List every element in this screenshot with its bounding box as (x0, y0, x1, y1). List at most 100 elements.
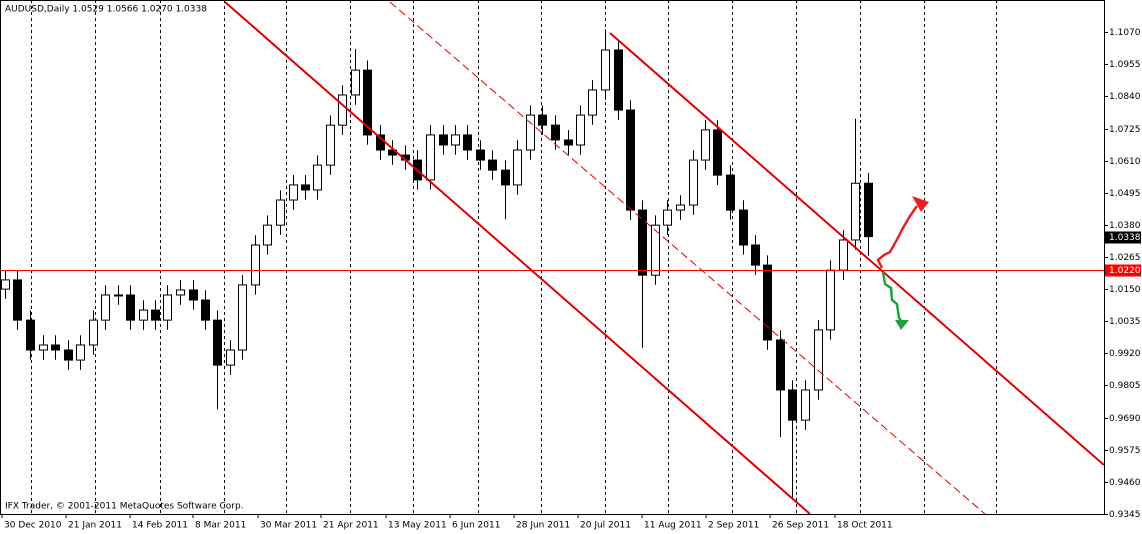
candle-body (163, 294, 172, 321)
candle-body (851, 182, 860, 241)
candle-body (689, 159, 698, 206)
x-tick-label: 11 Aug 2011 (644, 521, 702, 531)
candle-body (513, 149, 522, 186)
channel-midline (389, 1, 986, 515)
x-tick-label: 21 Jan 2011 (68, 521, 122, 531)
candle-body (276, 199, 285, 226)
candle-body (51, 344, 60, 351)
x-tick-label: 30 Mar 2011 (260, 521, 317, 531)
y-tick-label: 1.0955 (1109, 60, 1141, 70)
y-tick-label: 1.0150 (1109, 285, 1141, 295)
candle-body (501, 169, 510, 186)
candle-body (313, 164, 322, 191)
candle-body (139, 309, 148, 321)
candle-body (651, 224, 660, 276)
candle-body (713, 129, 722, 176)
down-arrow (881, 271, 903, 323)
trend-lines (224, 1, 1105, 515)
x-tick-label: 2 Sep 2011 (708, 521, 759, 531)
x-tick-label: 6 Jun 2011 (452, 521, 500, 531)
candle-body (663, 209, 672, 226)
candle-body (526, 114, 535, 151)
y-tick-label: 1.1070 (1109, 28, 1141, 38)
y-tick-label: 0.9345 (1109, 510, 1141, 520)
candle-body (363, 69, 372, 136)
candle-body (451, 134, 460, 146)
candle-body (763, 264, 772, 341)
candle-body (488, 159, 497, 171)
y-tick-label: 1.0725 (1109, 125, 1141, 135)
candle-body (213, 319, 222, 366)
y-tick-label: 0.9460 (1109, 478, 1141, 488)
candle-body (614, 49, 623, 111)
down-arrowhead (895, 320, 909, 330)
x-tick-label: 26 Sep 2011 (772, 521, 829, 531)
x-tick-label: 21 Apr 2011 (323, 521, 379, 531)
candle-body (326, 124, 335, 166)
candle-body (426, 134, 435, 181)
y-tick-label: 1.0265 (1109, 253, 1141, 263)
candle-body (126, 294, 135, 321)
candle-body (564, 139, 573, 146)
channel-line (224, 1, 811, 515)
x-tick-label: 8 Mar 2011 (195, 521, 246, 531)
y-tick-label: 0.9805 (1109, 381, 1141, 391)
candle-body (1, 279, 10, 290)
candles (1, 29, 873, 499)
x-tick-label: 18 Oct 2011 (837, 521, 893, 531)
x-tick-label: 28 Jun 2011 (516, 521, 570, 531)
candle-body (638, 209, 647, 276)
candle-body (788, 389, 797, 421)
candle-body (839, 239, 848, 271)
chart-title: AUDUSD,Daily 1.0529 1.0566 1.0270 1.0338 (5, 5, 207, 15)
candle-body (338, 94, 347, 126)
candle-body (64, 349, 73, 361)
price-label: 1.0338 (1109, 233, 1141, 243)
candle-body (226, 349, 235, 366)
candle-body (439, 134, 448, 146)
y-tick-label: 1.0840 (1109, 92, 1141, 102)
candle-body (39, 344, 48, 351)
candle-body (676, 204, 685, 211)
candle-body (151, 309, 160, 321)
candle-body (538, 114, 547, 126)
forecast-arrows (876, 196, 929, 330)
candle-body (739, 209, 748, 246)
candle-body (189, 289, 198, 301)
x-tick-label: 14 Feb 2011 (132, 521, 188, 531)
y-tick-label: 0.9575 (1109, 446, 1141, 456)
candle-body (289, 184, 298, 201)
candle-body (351, 69, 360, 96)
candle-body (814, 329, 823, 391)
overlay: 1.0220 1.0338 (0, 231, 1141, 277)
candle-body (726, 174, 735, 211)
candle-body (701, 129, 710, 161)
candle-body (176, 289, 185, 296)
y-tick-label: 1.0610 (1109, 157, 1141, 167)
copyright: IFX Trader, © 2001-2011 MetaQuotes Softw… (5, 502, 244, 512)
level-label-box (1105, 264, 1141, 277)
y-tick-label: 1.0380 (1109, 221, 1141, 231)
candle-body (251, 244, 260, 286)
candle-body (89, 319, 98, 346)
y-tick-label: 1.0495 (1109, 189, 1141, 199)
candle-body (26, 319, 35, 351)
candle-body (826, 269, 835, 331)
candle-body (301, 184, 310, 191)
y-tick-label: 0.9690 (1109, 414, 1141, 424)
candle-body (751, 244, 760, 266)
candle-body (551, 124, 560, 141)
x-tick-label: 13 May 2011 (388, 521, 447, 531)
candle-body (114, 294, 123, 297)
level-label: 1.0220 (1109, 266, 1141, 276)
price-label-box (1105, 231, 1141, 244)
candle-body (601, 49, 610, 91)
candle-body (776, 339, 785, 391)
x-tick-label: 30 Dec 2010 (4, 521, 62, 531)
y-tick-label: 1.0035 (1109, 317, 1141, 327)
candle-body (263, 224, 272, 246)
channel-line (609, 32, 1105, 466)
